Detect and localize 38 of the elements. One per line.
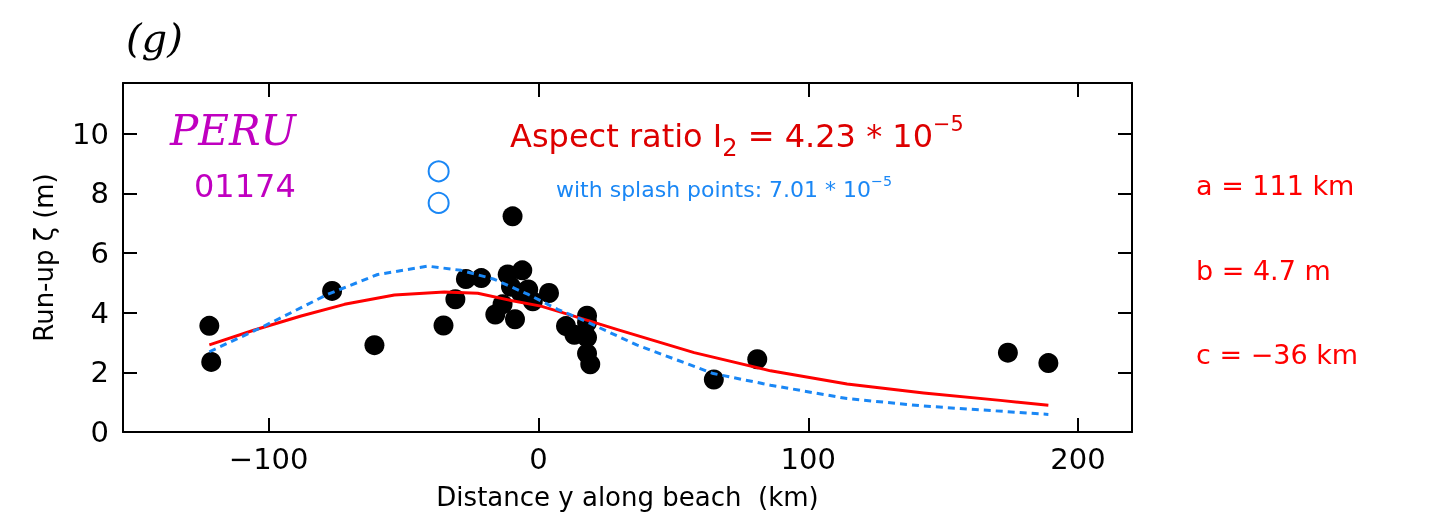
y-tick-label: 0 [90,415,109,449]
point [471,268,492,289]
x-tick-label: −100 [228,441,309,476]
point [580,354,601,375]
annotation: Aspect ratio I$_{2}$ = 4.23 * 10$^{−5}$ [510,112,964,163]
y-axis-title: Run-up ζ (m) [29,173,59,342]
point [433,315,454,336]
point [427,191,450,214]
point [199,315,220,336]
x-tick-label: 0 [529,441,548,476]
chart-title: (g) [126,15,183,61]
text: c = −36 km [1196,339,1359,370]
y-tick-label: 6 [90,236,109,271]
point [997,342,1018,363]
x-tick-label: 200 [1050,441,1106,476]
text: b = 4.7 m [1196,255,1331,286]
point [703,369,724,390]
x-axis-title: Distance y along beach (km) [436,482,819,512]
annotation: with splash points: 7.01 * 10$^{−5}$ [556,173,893,202]
point [364,335,385,356]
point [1038,353,1059,374]
y-tick-label: 8 [90,176,109,211]
annotation: PERU [170,106,296,155]
point [505,309,525,330]
text: a = 111 km [1196,170,1355,201]
point [577,327,598,348]
point [427,160,450,183]
point [539,283,559,303]
x-tick-label: 100 [780,441,836,476]
point [322,280,343,301]
y-tick-label: 2 [90,355,109,390]
point [502,206,523,227]
point [201,351,222,372]
y-tick-label: 4 [90,295,109,330]
annotation: 01174 [194,167,296,205]
point [512,260,533,281]
point [747,349,768,370]
y-tick-label: 10 [72,116,109,151]
